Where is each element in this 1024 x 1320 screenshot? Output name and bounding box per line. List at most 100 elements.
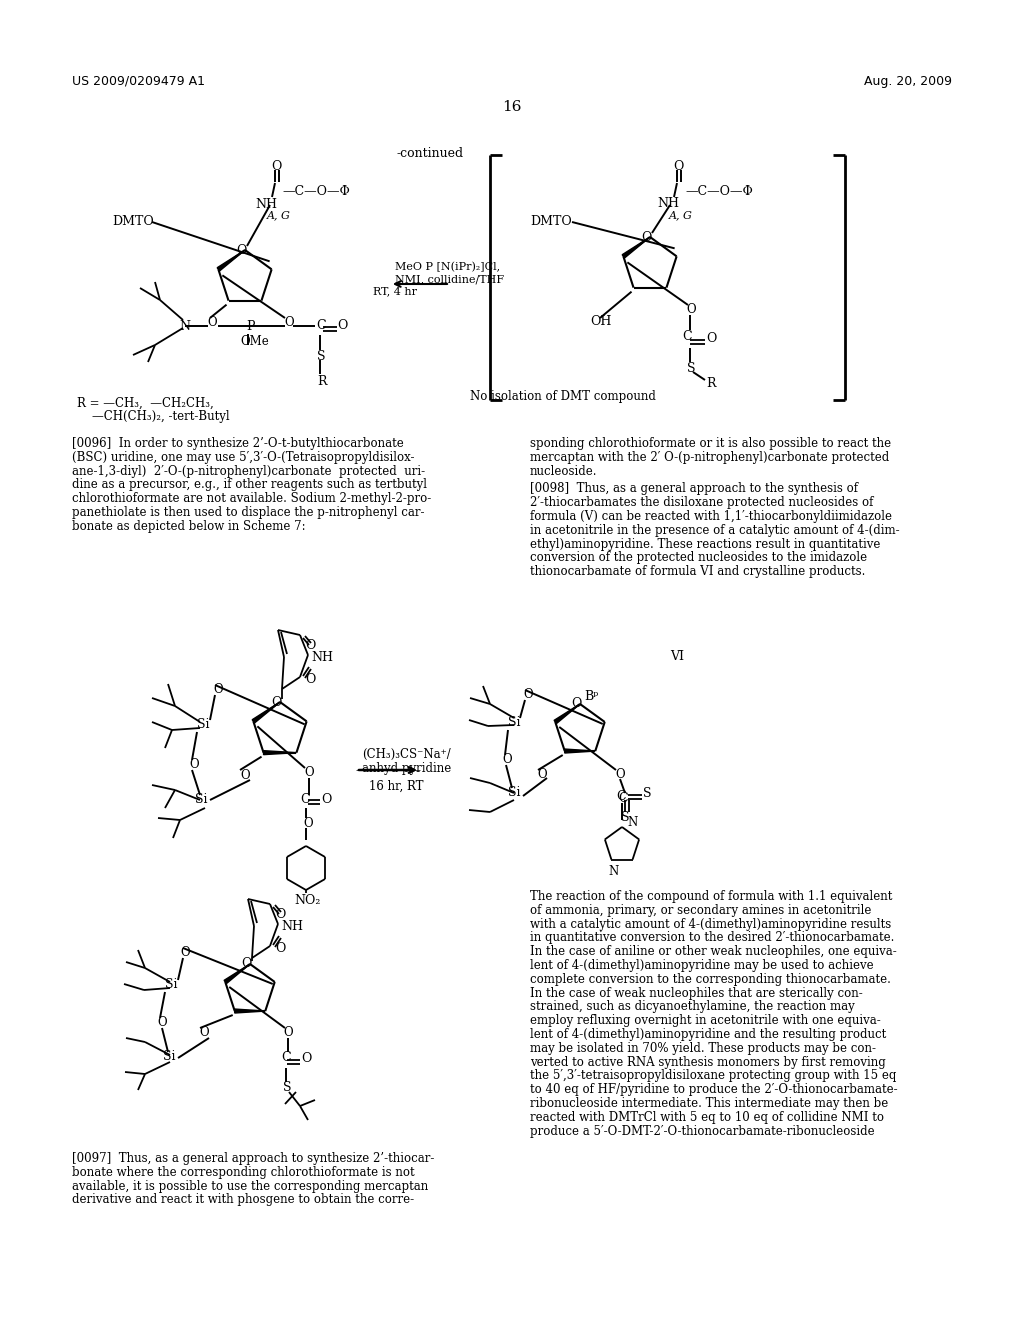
Text: ethyl)aminopyridine. These reactions result in quantitative: ethyl)aminopyridine. These reactions res…: [530, 537, 881, 550]
Text: O: O: [199, 1026, 209, 1039]
Text: O: O: [537, 768, 547, 781]
Text: reacted with DMTrCl with 5 eq to 10 eq of collidine NMI to: reacted with DMTrCl with 5 eq to 10 eq o…: [530, 1111, 884, 1123]
Text: O: O: [321, 793, 332, 807]
Text: O: O: [305, 673, 315, 686]
Text: O: O: [283, 1026, 293, 1039]
Text: In the case of aniline or other weak nucleophiles, one equiva-: In the case of aniline or other weak nuc…: [530, 945, 897, 958]
Text: 16: 16: [502, 100, 522, 114]
Text: bonate where the corresponding chlorothioformate is not: bonate where the corresponding chlorothi…: [72, 1166, 415, 1179]
Polygon shape: [564, 748, 595, 752]
Text: VI: VI: [670, 649, 684, 663]
Text: produce a 5′-O-DMT-2′-O-thionocarbamate-ribonucleoside: produce a 5′-O-DMT-2′-O-thionocarbamate-…: [530, 1125, 874, 1138]
Text: Si: Si: [508, 785, 520, 799]
Text: lent of 4-(dimethyl)aminopyridine may be used to achieve: lent of 4-(dimethyl)aminopyridine may be…: [530, 960, 873, 972]
Text: RT, 4 hr: RT, 4 hr: [373, 286, 417, 296]
Text: panethiolate is then used to displace the p-nitrophenyl car-: panethiolate is then used to displace th…: [72, 506, 425, 519]
Text: O: O: [706, 333, 717, 345]
Text: A, G: A, G: [267, 210, 291, 220]
Text: R = —CH₃,  —CH₂CH₃,: R = —CH₃, —CH₂CH₃,: [77, 397, 214, 411]
Text: O: O: [615, 768, 625, 781]
Text: O: O: [241, 957, 251, 970]
Text: strained, such as dicyanoethylamine, the reaction may: strained, such as dicyanoethylamine, the…: [530, 1001, 855, 1014]
Polygon shape: [217, 249, 245, 271]
Text: in quantitative conversion to the desired 2′-thionocarbamate.: in quantitative conversion to the desire…: [530, 932, 894, 944]
Text: NH: NH: [311, 651, 333, 664]
Text: —C—O—Φ: —C—O—Φ: [685, 185, 753, 198]
Text: -continued: -continued: [396, 147, 464, 160]
Text: The reaction of the compound of formula with 1.1 equivalent: The reaction of the compound of formula …: [530, 890, 892, 903]
Text: P: P: [246, 319, 255, 333]
Text: thionocarbamate of formula VI and crystalline products.: thionocarbamate of formula VI and crysta…: [530, 565, 865, 578]
Text: available, it is possible to use the corresponding mercaptan: available, it is possible to use the cor…: [72, 1180, 428, 1192]
Text: with a catalytic amount of 4-(dimethyl)aminopyridine results: with a catalytic amount of 4-(dimethyl)a…: [530, 917, 891, 931]
Text: R: R: [317, 375, 327, 388]
Text: C: C: [281, 1051, 291, 1064]
Text: Si: Si: [508, 715, 520, 729]
Text: NH: NH: [657, 197, 679, 210]
Polygon shape: [234, 1008, 265, 1012]
Text: Si: Si: [195, 793, 208, 807]
Text: of ammonia, primary, or secondary amines in acetonitrile: of ammonia, primary, or secondary amines…: [530, 904, 871, 917]
Text: O: O: [213, 682, 222, 696]
Polygon shape: [252, 702, 280, 723]
Polygon shape: [623, 238, 650, 257]
Text: N: N: [627, 816, 637, 829]
Text: nucleoside.: nucleoside.: [530, 465, 597, 478]
Text: [0097]  Thus, as a general approach to synthesize 2’-thiocar-: [0097] Thus, as a general approach to sy…: [72, 1152, 434, 1166]
Text: derivative and react it with phosgene to obtain the corre-: derivative and react it with phosgene to…: [72, 1193, 414, 1206]
Text: OMe: OMe: [240, 335, 268, 348]
Text: S: S: [283, 1081, 292, 1094]
Text: O: O: [301, 1052, 311, 1065]
Text: to 40 eq of HF/pyridine to produce the 2′-O-thionocarbamate-: to 40 eq of HF/pyridine to produce the 2…: [530, 1084, 898, 1096]
Text: O: O: [304, 766, 313, 779]
Text: O: O: [523, 688, 532, 701]
Text: formula (V) can be reacted with 1,1′-thiocarbonyldiimidazole: formula (V) can be reacted with 1,1′-thi…: [530, 510, 892, 523]
Text: S: S: [317, 350, 326, 363]
Text: Bᵖ: Bᵖ: [584, 690, 598, 704]
Text: NH: NH: [255, 198, 278, 211]
Text: S: S: [621, 810, 630, 824]
Text: C: C: [316, 319, 326, 333]
Text: 2′-thiocarbamates the disiloxane protected nucleosides of: 2′-thiocarbamates the disiloxane protect…: [530, 496, 873, 510]
Text: O: O: [157, 1016, 167, 1030]
Text: Si: Si: [165, 978, 177, 991]
Text: —C—O—Φ: —C—O—Φ: [282, 185, 350, 198]
Text: N: N: [608, 865, 618, 878]
Text: DMTO: DMTO: [112, 215, 154, 228]
Text: O: O: [275, 908, 286, 921]
Text: O: O: [207, 315, 217, 329]
Text: O: O: [275, 942, 286, 954]
Text: (BSC) uridine, one may use 5′,3′-O-(Tetraisopropyldisilox-: (BSC) uridine, one may use 5′,3′-O-(Tetr…: [72, 451, 415, 463]
Text: NH: NH: [281, 920, 303, 933]
Text: A, G: A, G: [669, 210, 693, 220]
Text: O: O: [686, 304, 695, 315]
Text: employ refluxing overnight in acetonitrile with one equiva-: employ refluxing overnight in acetonitri…: [530, 1014, 881, 1027]
Text: O: O: [284, 315, 294, 329]
Text: MeO P [N(iPr)₂]Cl,: MeO P [N(iPr)₂]Cl,: [395, 261, 500, 272]
Text: S: S: [643, 787, 651, 800]
Text: S: S: [687, 362, 695, 375]
Text: sponding chlorothioformate or it is also possible to react the: sponding chlorothioformate or it is also…: [530, 437, 891, 450]
Text: [0098]  Thus, as a general approach to the synthesis of: [0098] Thus, as a general approach to th…: [530, 482, 858, 495]
Text: conversion of the protected nucleosides to the imidazole: conversion of the protected nucleosides …: [530, 552, 867, 565]
Text: NMI, collidine/THF: NMI, collidine/THF: [395, 275, 504, 284]
Text: Si: Si: [197, 718, 210, 731]
Text: DMTO: DMTO: [530, 215, 571, 228]
Text: US 2009/0209479 A1: US 2009/0209479 A1: [72, 75, 205, 88]
Text: —CH(CH₃)₂, -tert-Butyl: —CH(CH₃)₂, -tert-Butyl: [77, 411, 229, 422]
Text: O: O: [337, 319, 347, 333]
Text: chlorothioformate are not available. Sodium 2-methyl-2-pro-: chlorothioformate are not available. Sod…: [72, 492, 431, 506]
Text: ribonucleoside intermediate. This intermediate may then be: ribonucleoside intermediate. This interm…: [530, 1097, 888, 1110]
Text: O: O: [641, 231, 651, 244]
Text: may be isolated in 70% yield. These products may be con-: may be isolated in 70% yield. These prod…: [530, 1041, 876, 1055]
Text: O: O: [240, 770, 250, 781]
Text: dine as a precursor, e.g., if other reagents such as tertbutyl: dine as a precursor, e.g., if other reag…: [72, 478, 427, 491]
Text: C: C: [682, 330, 691, 343]
Text: C: C: [300, 793, 309, 807]
Text: in acetonitrile in the presence of a catalytic amount of 4-(dim-: in acetonitrile in the presence of a cat…: [530, 524, 900, 537]
Text: ane-1,3-diyl)  2′-O-(p-nitrophenyl)carbonate  protected  uri-: ane-1,3-diyl) 2′-O-(p-nitrophenyl)carbon…: [72, 465, 425, 478]
Text: bonate as depicted below in Scheme 7:: bonate as depicted below in Scheme 7:: [72, 520, 305, 533]
Polygon shape: [554, 704, 580, 723]
Text: O: O: [189, 758, 199, 771]
Text: N: N: [179, 319, 190, 333]
